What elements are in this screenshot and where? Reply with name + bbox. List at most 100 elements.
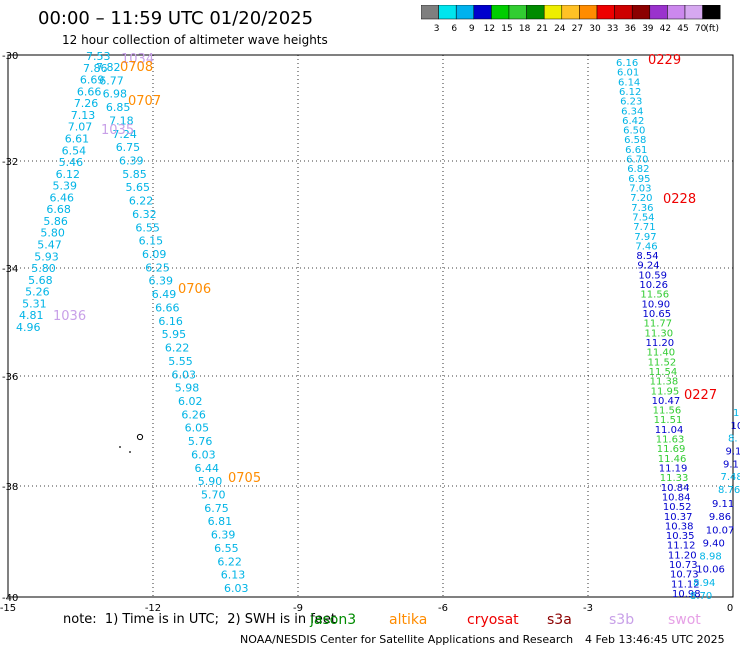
color-scale-swatch: [631, 5, 651, 20]
color-scale-swatch: [491, 5, 510, 20]
wave-height-value: 6.50: [623, 126, 645, 137]
pass-time-label: 0707: [128, 94, 161, 109]
wave-height-value: 9.24: [637, 261, 659, 272]
color-scale-legend: 3 6 9 12 15 18 21 24 27 30 33 36 39 42 45 70 (ft): [421, 5, 721, 33]
color-scale-label: 15: [501, 24, 512, 33]
wave-height-value: 11.77: [643, 319, 672, 330]
wave-height-value: 9.1: [726, 447, 740, 458]
wave-height-value: 6.75: [116, 141, 141, 154]
pass-time-label: 0228: [663, 192, 696, 207]
wave-height-value: 5.80: [40, 227, 65, 240]
wave-height-value: 11.95: [651, 386, 680, 397]
wave-height-value: 10.59: [638, 270, 667, 281]
wave-height-value: 11.56: [640, 290, 669, 301]
color-scale-label: 36: [624, 24, 636, 33]
wave-height-value: 8.: [728, 434, 738, 445]
wave-height-value: 6.09: [142, 248, 167, 261]
wave-height-value: 6.03: [191, 448, 216, 461]
wave-height-value: 7.48: [721, 472, 740, 483]
footer-note: note: 1) Time is in UTC; 2) SWH is in fe…: [63, 612, 336, 627]
wave-height-value: 11.38: [650, 377, 679, 388]
wave-height-value: 5.95: [162, 328, 187, 341]
color-scale-swatch: [667, 5, 686, 20]
wave-height-tracks: 7.537.866.696.667.267.137.076.616.545.46…: [16, 50, 740, 602]
y-tick-label: -40: [2, 593, 18, 604]
wave-height-value: 9.40: [703, 538, 725, 549]
wave-height-value: 10.84: [662, 492, 691, 503]
wave-height-value: 6.61: [625, 145, 647, 156]
wave-height-value: 6.39: [211, 529, 236, 542]
wave-height-value: 6.25: [145, 261, 170, 274]
mission-legend-altika: altika: [389, 612, 428, 628]
wave-height-value: 4.81: [19, 309, 44, 322]
wave-height-value: 6.22: [217, 555, 242, 568]
wave-height-value: 6.58: [624, 135, 646, 146]
wave-height-value: 5.65: [126, 181, 150, 194]
wave-height-value: 6.61: [65, 132, 90, 145]
wave-height-value: 6.46: [49, 191, 73, 204]
color-scale-swatch: [526, 5, 545, 20]
pass-time-label: 1034: [121, 52, 154, 67]
color-scale-label: 21: [536, 24, 547, 33]
color-scale-swatch: [596, 5, 615, 20]
wave-height-value: 5.26: [25, 286, 49, 299]
wave-height-value: 7.20: [630, 193, 652, 204]
wave-height-value: 6.70: [626, 155, 648, 166]
coastline-island: [119, 433, 144, 453]
wave-height-value: 6.23: [620, 97, 642, 108]
wave-height-value: 5.86: [43, 215, 68, 228]
wave-height-value: 10.73: [670, 570, 699, 581]
wave-height-value: 6.12: [619, 87, 641, 98]
wave-height-value: 6.49: [152, 288, 177, 301]
wave-height-value: 7.46: [635, 241, 657, 252]
color-scale-label: 42: [660, 24, 671, 33]
wave-height-value: 6.22: [165, 342, 190, 355]
pass-time-label: 0706: [178, 282, 211, 297]
wave-height-value: 10.37: [664, 512, 693, 523]
wave-height-value: 10.35: [666, 531, 695, 542]
color-scale-swatch: [684, 5, 703, 20]
wave-height-value: 11.19: [659, 463, 688, 474]
wave-height-value: 6.55: [135, 221, 160, 234]
wave-height-value: 11.69: [657, 444, 686, 455]
wave-height-value: 7.36: [631, 203, 653, 214]
color-scale-swatch: [473, 5, 492, 20]
color-scale-label: 30: [589, 24, 601, 33]
wave-height-value: 5.85: [122, 168, 147, 181]
wave-height-value: 8.98: [699, 552, 721, 563]
wave-height-value: 7.97: [634, 232, 656, 243]
wave-height-value: 11.20: [646, 338, 675, 349]
mission-legend-s3a: s3a: [547, 612, 572, 628]
color-scale-swatch: [438, 5, 457, 20]
color-scale-swatch: [455, 5, 475, 20]
pass-time-label: 0708: [120, 60, 153, 75]
wave-height-value: 7.54: [632, 212, 654, 223]
mission-legend-swot: swot: [668, 612, 701, 628]
wave-height-value: 6.75: [204, 502, 229, 515]
mission-legend-s3b: s3b: [609, 612, 635, 628]
wave-height-value: 8.76: [718, 485, 740, 496]
color-scale-label: 70: [695, 24, 707, 33]
wave-height-value: 5.98: [175, 382, 200, 395]
x-tick-label: -9: [293, 603, 303, 614]
wave-height-value: 10.26: [639, 280, 668, 291]
wave-height-value: 6.13: [221, 569, 246, 582]
wave-height-value: 6.22: [129, 195, 154, 208]
wave-height-value: 11.46: [658, 454, 687, 465]
wave-height-value: 5.80: [31, 262, 56, 275]
wave-height-value: 10.38: [665, 521, 694, 532]
wave-height-value: 6.01: [617, 68, 639, 79]
x-tick-label: 0: [727, 603, 733, 614]
wave-height-value: 11.30: [645, 328, 674, 339]
wave-height-value: 10.07: [706, 525, 735, 536]
wave-height-value: 11.56: [653, 406, 682, 417]
wave-height-value: 6.95: [628, 174, 650, 185]
color-scale-swatch: [421, 5, 439, 20]
mission-legend-cryosat: cryosat: [467, 612, 519, 628]
wave-height-value: 6.14: [618, 77, 640, 88]
plot-frame: [7, 54, 734, 598]
wave-height-value: 6.03: [224, 582, 249, 595]
wave-height-value: 6.02: [178, 395, 203, 408]
wave-height-value: 6.66: [155, 301, 180, 314]
